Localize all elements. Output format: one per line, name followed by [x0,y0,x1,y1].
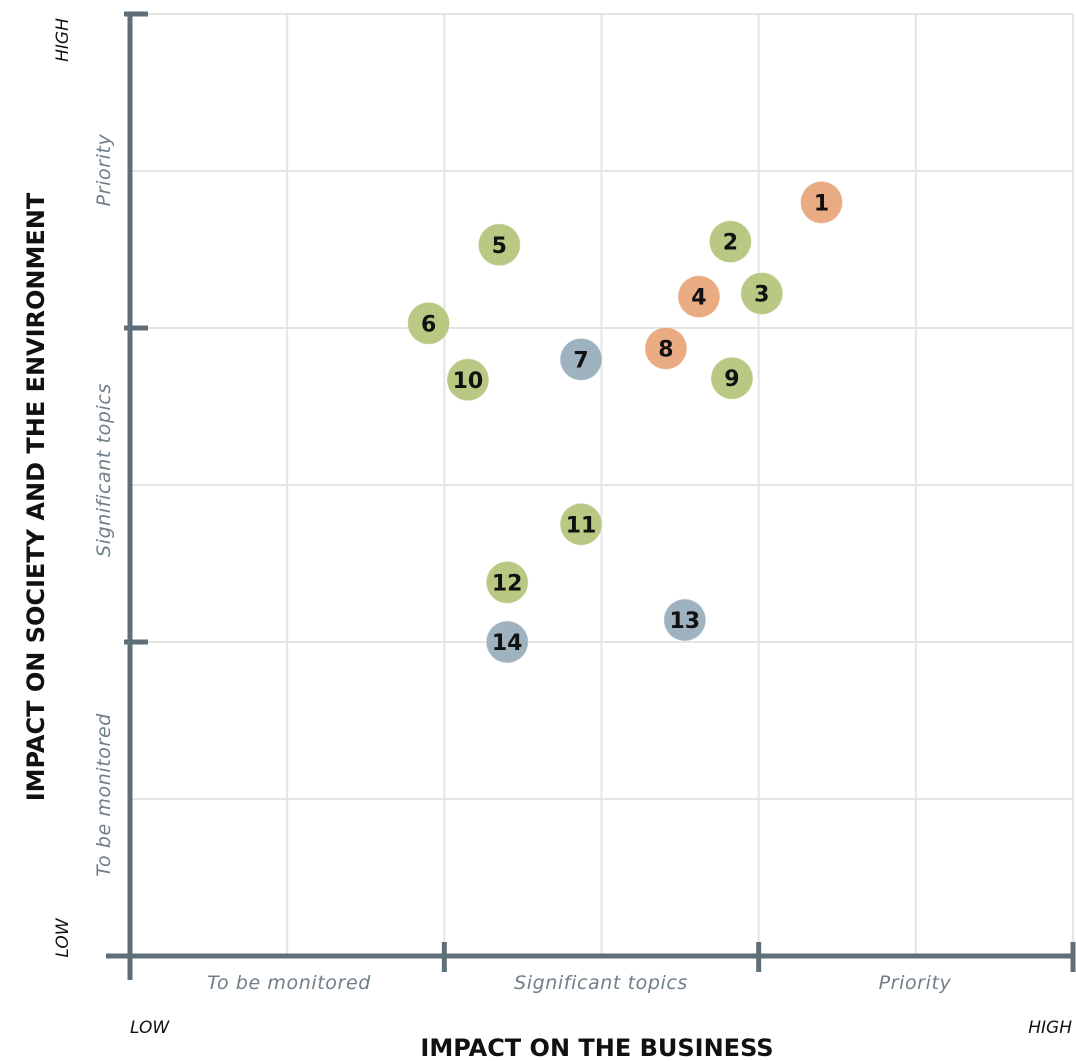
y-axis-title: IMPACT ON SOCIETY AND THE ENVIRONMENT [22,192,50,801]
data-point-marker [740,271,784,315]
data-point-marker [559,337,603,381]
data-point-label: 1 [814,191,829,216]
x-axis-title: IMPACT ON THE BUSINESS [420,1034,773,1061]
data-point-12: 12 [485,560,529,604]
data-point-3: 3 [740,271,784,315]
data-point-label: 12 [492,571,523,596]
data-point-marker [446,358,490,402]
data-point-marker [708,220,752,264]
data-point-label: 10 [453,369,484,394]
data-point-marker [407,301,451,345]
data-point-8: 8 [644,326,688,370]
data-point-label: 14 [492,631,523,656]
data-point-marker [485,620,529,664]
data-point-marker [710,356,754,400]
y-zone-label-monitored: To be monitored [93,713,115,877]
y-zone-label-priority: Priority [93,133,115,206]
data-point-label: 9 [724,367,739,392]
data-point-label: 13 [669,609,700,634]
data-point-14: 14 [485,620,529,664]
data-point-label: 7 [573,348,588,373]
y-high-label: HIGH [53,18,73,62]
data-point-marker [644,326,688,370]
data-point-marker [477,223,521,267]
x-zone-label-priority: Priority [879,972,952,994]
data-point-marker [677,275,721,319]
data-point-label: 8 [658,337,673,362]
data-point-4: 4 [677,275,721,319]
data-point-5: 5 [477,223,521,267]
data-point-1: 1 [800,180,844,224]
data-point-7: 7 [559,337,603,381]
data-point-10: 10 [446,358,490,402]
y-zone-label-significant: Significant topics [93,383,115,557]
data-point-marker [800,180,844,224]
data-point-marker [559,502,603,546]
data-point-label: 5 [492,234,507,259]
data-point-label: 6 [421,312,436,337]
x-low-label: LOW [130,1018,170,1038]
x-high-label: HIGH [1028,1018,1072,1038]
data-point-label: 3 [754,282,769,307]
data-point-label: 4 [691,286,706,311]
data-point-13: 13 [663,598,707,642]
x-zone-label-monitored: To be monitored [207,972,371,994]
y-low-label: LOW [53,917,73,957]
data-point-marker [663,598,707,642]
data-point-9: 9 [710,356,754,400]
data-point-6: 6 [407,301,451,345]
data-point-label: 2 [723,231,738,256]
axes [106,11,1076,980]
grid-lines [130,13,1074,956]
data-point-marker [485,560,529,604]
data-point-label: 11 [566,513,597,538]
data-point-2: 2 [708,220,752,264]
data-point-11: 11 [559,502,603,546]
x-zone-label-significant: Significant topics [514,972,688,994]
